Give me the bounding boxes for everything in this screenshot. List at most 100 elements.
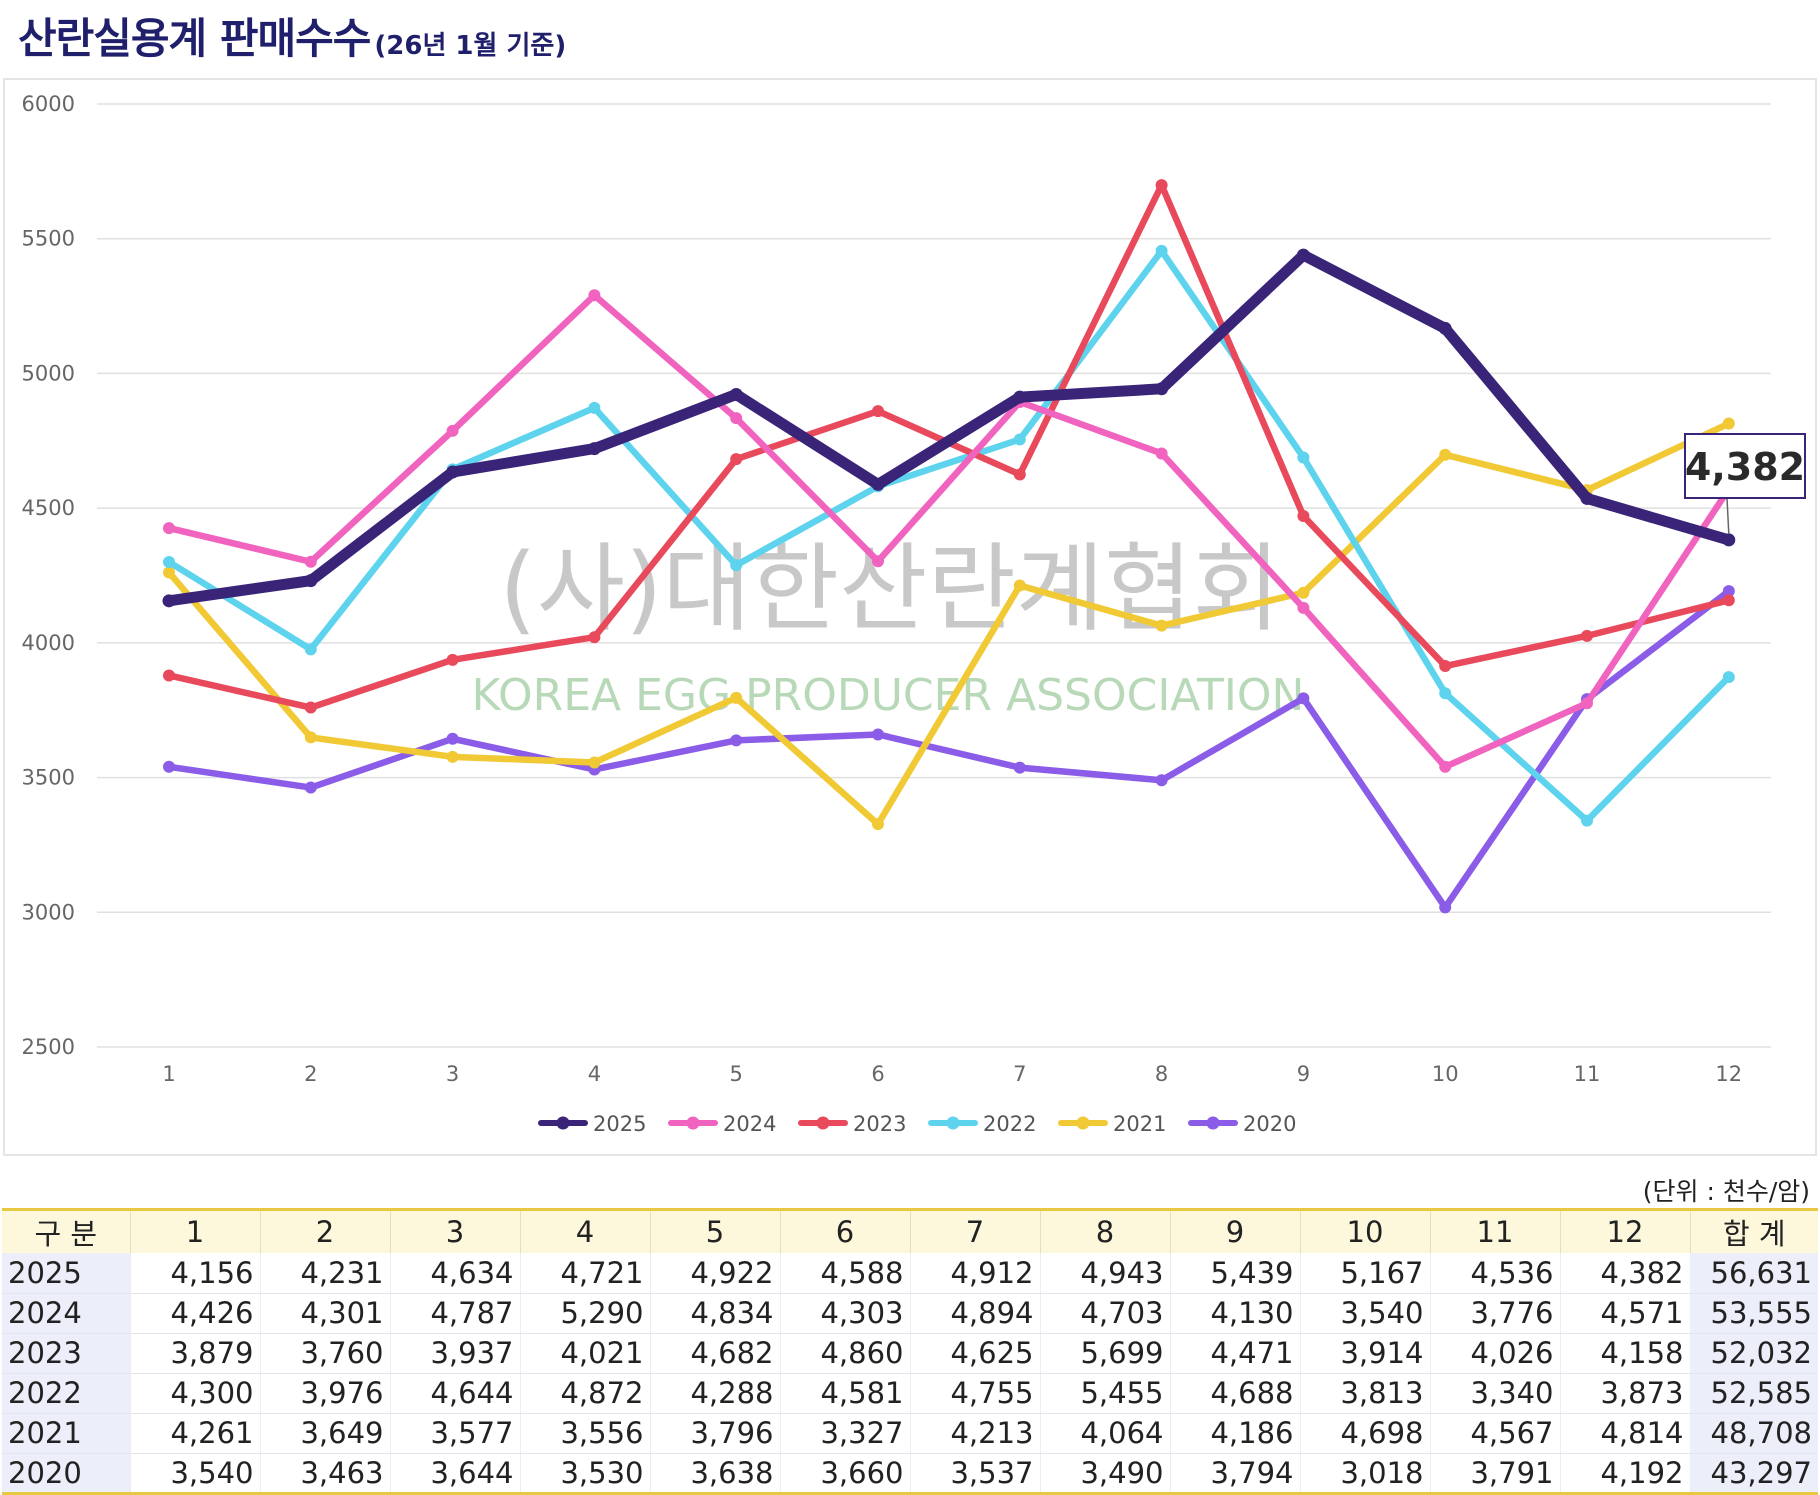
data-point-2021: [304, 731, 317, 744]
header-month: 7: [909, 1209, 1040, 1253]
table-cell: 4,688: [1169, 1373, 1300, 1414]
data-point-2020: [1439, 901, 1452, 914]
table-header-row: 구 분 1 2 3 4 5 6 7 8 9 10 11 12 합 계: [2, 1209, 1818, 1253]
header-month: 11: [1429, 1209, 1560, 1253]
x-tick-label: 7: [1013, 1062, 1026, 1086]
x-tick-label: 4: [588, 1062, 601, 1086]
table-cell: 3,327: [779, 1413, 910, 1454]
header-month: 2: [259, 1209, 390, 1253]
data-point-2022: [163, 556, 175, 569]
table-cell: 4,625: [909, 1333, 1040, 1374]
series-line-2025: [163, 249, 1735, 607]
y-tick-label: 4500: [22, 496, 75, 520]
data-point-2020: [304, 781, 317, 794]
data-point-2023: [1297, 509, 1310, 522]
table-cell: 4,912: [909, 1253, 1040, 1294]
table-row: 2023 3,879 3,760 3,937 4,021 4,682 4,860 4,625 5…: [2, 1333, 1818, 1374]
data-point-2022: [1581, 814, 1593, 827]
table-cell: 3,914: [1299, 1333, 1430, 1374]
legend-swatch-dot: [686, 1116, 700, 1130]
table-cell: 5,167: [1299, 1253, 1430, 1294]
x-tick-label: 9: [1297, 1062, 1310, 1086]
table-cell: 3,537: [909, 1453, 1040, 1495]
header-month: 9: [1169, 1209, 1300, 1253]
row-total: 52,585: [1689, 1373, 1818, 1414]
data-point-2021: [730, 691, 743, 704]
table-cell: 3,791: [1429, 1453, 1560, 1495]
table-cell: 4,567: [1429, 1413, 1560, 1454]
table-cell: 4,787: [389, 1293, 520, 1334]
table-cell: 4,581: [779, 1373, 910, 1414]
header-category: 구 분: [34, 1217, 98, 1251]
table-cell: 4,644: [389, 1373, 520, 1414]
table-cell: 3,660: [779, 1453, 910, 1495]
table-cell: 4,426: [129, 1293, 260, 1334]
data-point-2020: [163, 760, 175, 773]
data-point-2021: [1722, 417, 1735, 430]
data-point-2025: [1296, 248, 1310, 262]
legend-swatch-dot: [1076, 1116, 1090, 1130]
value-callout: 4,382: [1684, 433, 1806, 534]
legend: 2025 2024 2023 2022 2021 2020: [538, 1112, 1296, 1136]
x-tick-label: 8: [1155, 1062, 1168, 1086]
data-point-2023: [163, 669, 175, 682]
data-point-2024: [446, 424, 459, 437]
series-2025: [162, 248, 1736, 608]
y-tick-label: 4000: [22, 631, 75, 655]
table-cell: 3,577: [389, 1413, 520, 1454]
legend-item-2025: 2025: [538, 1112, 646, 1136]
row-year: 2020: [2, 1453, 130, 1495]
data-point-2025: [587, 442, 601, 456]
header-total: 합 계: [1689, 1209, 1818, 1253]
table-cell: 4,156: [129, 1253, 260, 1294]
table-cell: 4,872: [519, 1373, 650, 1414]
data-point-2025: [729, 387, 743, 401]
series-line-2021: [165, 420, 1733, 828]
data-point-2022: [1722, 671, 1735, 684]
data-point-2020: [1297, 692, 1310, 705]
data-point-2025: [1438, 321, 1452, 335]
header-month: 8: [1039, 1209, 1170, 1253]
data-point-2021: [872, 818, 884, 831]
table-cell: 5,290: [519, 1293, 650, 1334]
series-line-2022: [165, 247, 1733, 824]
series-2024: [163, 289, 1735, 773]
table-cell: 4,213: [909, 1413, 1040, 1454]
table-cell: 4,158: [1559, 1333, 1690, 1374]
data-point-2024: [730, 412, 743, 425]
series-2022: [163, 244, 1735, 827]
table-cell: 3,796: [649, 1413, 780, 1454]
data-point-2025: [871, 477, 885, 491]
table-cell: 4,288: [649, 1373, 780, 1414]
data-point-2023: [1013, 468, 1026, 481]
table-cell: 3,556: [519, 1413, 650, 1454]
unit-label: (단위 : 천수/암): [1642, 1177, 1810, 1206]
data-point-2020: [730, 734, 743, 747]
row-total: 48,708: [1689, 1413, 1818, 1454]
data-point-2022: [1155, 244, 1168, 257]
table-cell: 4,186: [1169, 1413, 1300, 1454]
header-month: 10: [1299, 1209, 1430, 1253]
data-point-2021: [1439, 448, 1452, 461]
header-month: 12: [1559, 1209, 1690, 1253]
data-point-2023: [1581, 629, 1593, 642]
table-cell: 4,922: [649, 1253, 780, 1294]
table-cell: 4,301: [259, 1293, 390, 1334]
y-tick-label: 2500: [22, 1035, 75, 1059]
legend-item-2022: 2022: [928, 1112, 1036, 1136]
data-point-2020: [1013, 761, 1026, 774]
legend-label: 2022: [983, 1112, 1036, 1136]
table-cell: 4,698: [1299, 1413, 1430, 1454]
data-point-2022: [730, 559, 743, 572]
y-tick-label: 3000: [22, 900, 75, 924]
table-cell: 4,894: [909, 1293, 1040, 1334]
table-cell: 4,571: [1559, 1293, 1690, 1334]
row-year: 2025: [2, 1253, 130, 1294]
table-cell: 4,634: [389, 1253, 520, 1294]
data-point-2021: [1297, 586, 1310, 599]
data-point-2024: [872, 555, 884, 568]
table-cell: 5,699: [1039, 1333, 1170, 1374]
data-point-2024: [588, 289, 601, 302]
table-row: 2025 4,156 4,231 4,634 4,721 4,922 4,588 4,912 4…: [2, 1253, 1818, 1294]
